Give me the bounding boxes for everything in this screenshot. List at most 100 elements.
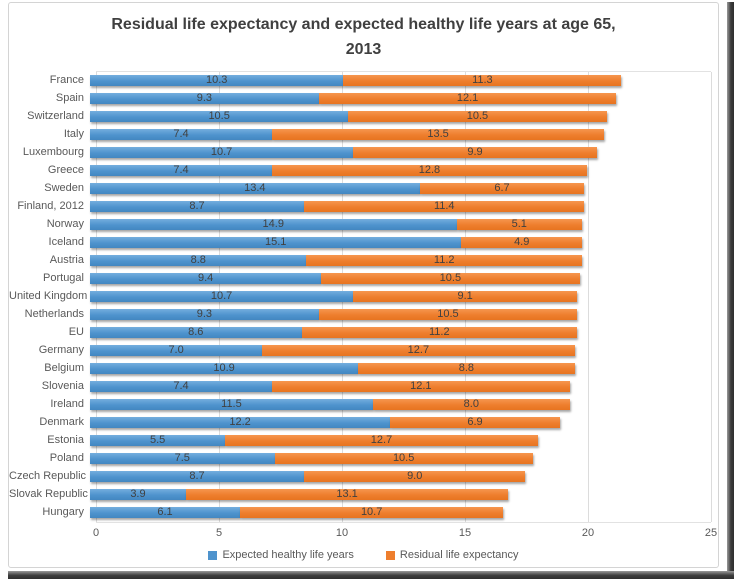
bar-track: 8.7 9.0 xyxy=(90,469,705,482)
bar-track: 7.5 10.5 xyxy=(90,452,705,464)
healthy-life-value-label: 8.7 xyxy=(189,199,205,212)
healthy-life-bar-segment: 14.9 xyxy=(90,217,457,230)
category-label: Denmark xyxy=(39,416,84,428)
category-label: Poland xyxy=(49,452,84,464)
legend-label: Residual life expectancy xyxy=(399,549,519,561)
residual-life-value-label: 12.8 xyxy=(418,163,441,176)
healthy-life-value-label: 7.0 xyxy=(168,343,184,356)
bar-row: Switzerland 10.5 10.5 xyxy=(9,107,711,125)
bar-row: Slovak Republic 3.9 13.1 xyxy=(9,485,711,503)
bar-track: 10.7 9.1 xyxy=(90,289,705,302)
bar-row: Norway 14.9 5.1 xyxy=(9,215,711,233)
residual-life-bar-segment: 10.5 xyxy=(274,452,533,464)
bar-track: 5.5 12.7 xyxy=(90,433,705,446)
healthy-life-bar-segment: 7.4 xyxy=(90,380,273,392)
healthy-life-bar-segment: 10.7 xyxy=(90,146,354,158)
category-label: Austria xyxy=(49,254,84,266)
healthy-life-bar-segment: 7.4 xyxy=(90,128,273,140)
x-tick-label: 5 xyxy=(215,527,223,539)
residual-life-bar-segment: 9.0 xyxy=(304,470,526,482)
residual-life-value-label: 6.9 xyxy=(467,415,483,428)
legend-item: Residual life expectancy xyxy=(385,549,519,561)
healthy-life-value-label: 8.8 xyxy=(190,253,206,266)
bar-row: Ireland 11.5 8.0 xyxy=(9,395,711,413)
category-label: EU xyxy=(68,326,84,338)
x-tick-label: 15 xyxy=(458,527,472,539)
residual-life-bar-segment: 11.4 xyxy=(304,200,585,212)
legend: Expected healthy life years Residual lif… xyxy=(9,549,718,561)
bar-track: 9.3 10.5 xyxy=(90,307,705,320)
residual-life-value-label: 10.5 xyxy=(439,271,462,284)
bar-track: 15.1 4.9 xyxy=(90,235,705,248)
residual-life-bar-segment: 12.7 xyxy=(225,434,538,446)
rows: France 10.3 11.3 Spain 9.3 12.1 Switzerl… xyxy=(9,71,711,521)
healthy-life-bar-segment: 10.7 xyxy=(90,289,354,302)
residual-life-value-label: 6.7 xyxy=(494,181,510,194)
chart-frame: Residual life expectancy and expected he… xyxy=(8,2,719,568)
bar-row: Poland 7.5 10.5 xyxy=(9,449,711,467)
bar-track: 10.9 8.8 xyxy=(90,361,705,374)
residual-life-value-label: 11.3 xyxy=(472,73,493,86)
bar-row: United Kingdom 10.7 9.1 xyxy=(9,287,711,305)
residual-life-bar-segment: 13.5 xyxy=(272,128,605,140)
bar-row: Belgium 10.9 8.8 xyxy=(9,359,711,377)
healthy-life-value-label: 9.3 xyxy=(196,91,213,104)
category-label: Germany xyxy=(38,344,84,356)
healthy-life-bar-segment: 10.9 xyxy=(90,361,359,374)
category-label: France xyxy=(49,74,84,86)
category-label: Sweden xyxy=(44,182,84,194)
bar-track: 7.4 13.5 xyxy=(90,128,705,140)
healthy-life-value-label: 9.3 xyxy=(196,307,213,320)
healthy-life-value-label: 8.7 xyxy=(189,469,205,482)
category-label: United Kingdom xyxy=(9,290,88,302)
category-label: Ireland xyxy=(50,398,84,410)
frame-shadow-right xyxy=(727,2,734,575)
legend-label: Expected healthy life years xyxy=(222,549,354,561)
healthy-life-value-label: 14.9 xyxy=(262,217,284,230)
residual-life-value-label: 9.1 xyxy=(457,289,473,302)
bar-row: France 10.3 11.3 xyxy=(9,71,711,89)
residual-life-bar-segment: 12.1 xyxy=(272,379,570,392)
healthy-life-value-label: 11.5 xyxy=(221,397,242,410)
gridline xyxy=(711,72,712,522)
bar-row: Iceland 15.1 4.9 xyxy=(9,233,711,251)
category-label: Netherlands xyxy=(24,308,84,320)
bar-track: 12.2 6.9 xyxy=(90,415,705,428)
bar-track: 14.9 5.1 xyxy=(90,217,705,230)
residual-life-bar-segment: 6.7 xyxy=(419,181,585,194)
legend-item: Expected healthy life years xyxy=(208,549,354,561)
category-label: Norway xyxy=(46,218,84,230)
x-tick-label: 20 xyxy=(581,527,595,539)
healthy-life-value-label: 8.6 xyxy=(188,325,204,338)
residual-life-value-label: 13.1 xyxy=(336,487,358,500)
healthy-life-value-label: 10.7 xyxy=(210,289,233,302)
residual-life-value-label: 12.1 xyxy=(410,379,432,392)
bar-row: Hungary 6.1 10.7 xyxy=(9,503,711,521)
bar-row: Denmark 12.2 6.9 xyxy=(9,413,711,431)
healthy-life-bar-segment: 12.2 xyxy=(90,416,391,428)
x-tick-label: 10 xyxy=(335,527,349,539)
healthy-life-value-label: 10.9 xyxy=(213,361,235,374)
bar-row: EU 8.6 11.2 xyxy=(9,323,711,341)
residual-life-bar-segment: 12.7 xyxy=(262,344,575,356)
gridline xyxy=(588,72,589,522)
category-label: Luxembourg xyxy=(22,146,84,158)
healthy-life-bar-segment: 7.4 xyxy=(90,164,273,176)
healthy-life-value-label: 9.4 xyxy=(197,271,214,284)
healthy-life-value-label: 5.5 xyxy=(150,433,166,446)
healthy-life-bar-segment: 8.8 xyxy=(90,253,307,266)
residual-life-bar-segment: 10.5 xyxy=(321,271,580,284)
bar-row: Portugal 9.4 10.5 xyxy=(9,269,711,287)
bar-row: Austria 8.8 11.2 xyxy=(9,251,711,269)
residual-life-bar-segment: 10.7 xyxy=(240,506,504,518)
healthy-life-bar-segment: 8.7 xyxy=(90,469,305,482)
category-label: Estonia xyxy=(47,434,84,446)
frame-shadow-bottom xyxy=(8,571,734,579)
residual-life-value-label: 10.5 xyxy=(466,109,489,122)
residual-life-value-label: 4.9 xyxy=(514,235,530,248)
healthy-life-value-label: 15.1 xyxy=(265,235,287,248)
healthy-life-value-label: 13.4 xyxy=(244,181,266,194)
residual-life-bar-segment: 8.8 xyxy=(358,362,575,374)
residual-life-bar-segment: 11.2 xyxy=(306,254,582,266)
